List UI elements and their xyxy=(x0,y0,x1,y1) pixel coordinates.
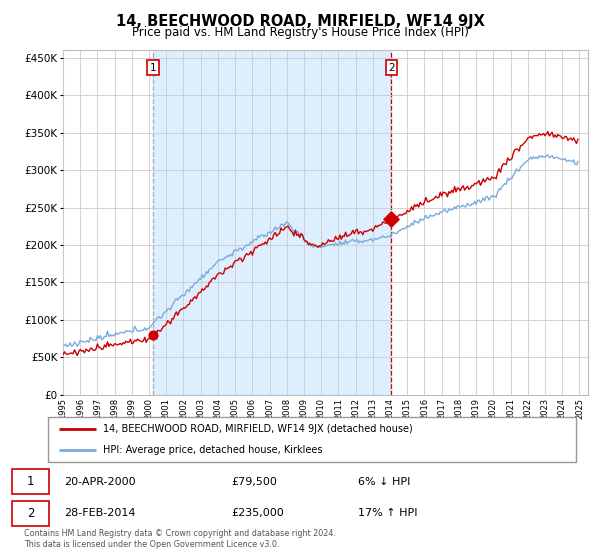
Text: 28-FEB-2014: 28-FEB-2014 xyxy=(64,508,136,519)
FancyBboxPatch shape xyxy=(12,469,49,494)
FancyBboxPatch shape xyxy=(12,501,49,526)
Text: Price paid vs. HM Land Registry's House Price Index (HPI): Price paid vs. HM Land Registry's House … xyxy=(131,26,469,39)
Text: £79,500: £79,500 xyxy=(231,477,277,487)
Text: £235,000: £235,000 xyxy=(231,508,284,519)
Text: 20-APR-2000: 20-APR-2000 xyxy=(64,477,136,487)
Text: 2: 2 xyxy=(388,63,395,73)
Text: 14, BEECHWOOD ROAD, MIRFIELD, WF14 9JX (detached house): 14, BEECHWOOD ROAD, MIRFIELD, WF14 9JX (… xyxy=(103,424,413,435)
Text: 6% ↓ HPI: 6% ↓ HPI xyxy=(358,477,410,487)
Text: 1: 1 xyxy=(27,475,34,488)
Text: HPI: Average price, detached house, Kirklees: HPI: Average price, detached house, Kirk… xyxy=(103,445,323,455)
Point xyxy=(386,214,396,223)
FancyBboxPatch shape xyxy=(48,417,576,462)
Text: 1: 1 xyxy=(150,63,157,73)
Text: 14, BEECHWOOD ROAD, MIRFIELD, WF14 9JX: 14, BEECHWOOD ROAD, MIRFIELD, WF14 9JX xyxy=(116,14,484,29)
Text: Contains HM Land Registry data © Crown copyright and database right 2024.
This d: Contains HM Land Registry data © Crown c… xyxy=(24,529,336,549)
Text: 2: 2 xyxy=(27,507,34,520)
Point xyxy=(149,331,158,340)
Bar xyxy=(154,50,391,395)
Text: 17% ↑ HPI: 17% ↑ HPI xyxy=(358,508,417,519)
